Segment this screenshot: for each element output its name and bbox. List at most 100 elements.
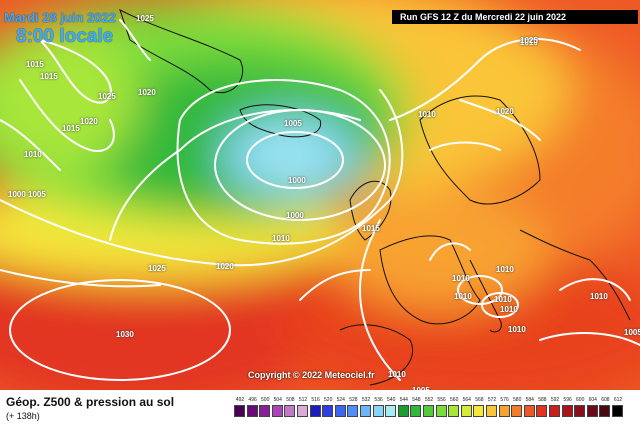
legend-swatch bbox=[523, 405, 535, 417]
legend-tick: 516 bbox=[311, 397, 320, 403]
isobar-label: 1000 bbox=[288, 176, 306, 185]
legend-tick: 604 bbox=[588, 397, 597, 403]
legend-tick: 608 bbox=[601, 397, 610, 403]
isobar-label: 1010 bbox=[452, 274, 470, 283]
isobar-label: 1025 bbox=[148, 264, 166, 273]
legend-swatch bbox=[347, 405, 359, 417]
legend-tick: 500 bbox=[261, 397, 270, 403]
legend-tick: 556 bbox=[437, 397, 446, 403]
legend-tick: 596 bbox=[563, 397, 572, 403]
forecast-date: Mardi 28 juin 2022 bbox=[4, 10, 116, 25]
legend-tick: 548 bbox=[412, 397, 421, 403]
legend-swatch bbox=[423, 405, 434, 417]
legend-tick: 512 bbox=[298, 397, 308, 403]
isobar-label: 1010 bbox=[496, 265, 514, 274]
isobar-label: 1030 bbox=[116, 330, 134, 339]
forecast-time: 8:00 locale bbox=[16, 26, 114, 47]
legend-tick: 584 bbox=[525, 397, 534, 403]
legend-tick: 540 bbox=[387, 397, 396, 403]
legend-tick: 508 bbox=[286, 397, 295, 403]
legend-swatch bbox=[435, 405, 447, 417]
isobar-label: 1000 bbox=[286, 211, 304, 220]
legend-swatch bbox=[410, 405, 422, 417]
legend-tick: 504 bbox=[273, 397, 282, 403]
legend-tick: 600 bbox=[576, 397, 585, 403]
legend-swatch bbox=[360, 405, 371, 417]
legend-tick: 564 bbox=[462, 397, 471, 403]
legend-swatch bbox=[309, 405, 321, 417]
isobar-label: 1020 bbox=[138, 88, 156, 97]
isobar-label: 1025 bbox=[136, 14, 154, 23]
legend-swatch bbox=[460, 405, 472, 417]
legend-swatch bbox=[284, 405, 296, 417]
isobar-label: 1020 bbox=[80, 117, 98, 126]
isobar-label: 1025 bbox=[98, 92, 116, 101]
legend-tick: 520 bbox=[324, 397, 333, 403]
geopotential-map bbox=[0, 0, 640, 390]
legend-tick: 568 bbox=[475, 397, 484, 403]
legend-tick: 492 bbox=[235, 397, 245, 403]
isobar-label: 1010 bbox=[520, 38, 538, 47]
legend-tick: 544 bbox=[399, 397, 408, 403]
copyright-text: Copyright © 2022 Meteociel.fr bbox=[248, 370, 375, 380]
legend-swatch bbox=[271, 405, 283, 417]
legend-tick: 592 bbox=[550, 397, 560, 403]
color-legend: 492 496 500 504 508 512 516 520 524 528 532 536 540 5… bbox=[234, 397, 626, 423]
map-title: Géop. Z500 & pression au sol bbox=[6, 395, 175, 409]
legend-tick: 560 bbox=[450, 397, 459, 403]
legend-tick: 580 bbox=[513, 397, 522, 403]
legend-swatch bbox=[561, 405, 573, 417]
legend-tick: 612 bbox=[613, 397, 623, 403]
legend-tick: 532 bbox=[361, 397, 371, 403]
legend-swatch bbox=[612, 405, 623, 417]
isobar-label: 1010 bbox=[24, 150, 42, 159]
isobar-label: 1005 bbox=[28, 190, 46, 199]
isobar-label: 1010 bbox=[590, 292, 608, 301]
isobar-label: 1005 bbox=[284, 119, 302, 128]
legend-swatch bbox=[498, 405, 510, 417]
isobar-label: 1010 bbox=[454, 292, 472, 301]
legend-swatch bbox=[486, 405, 497, 417]
isobar-label: 1000 bbox=[8, 190, 26, 199]
legend-tick: 536 bbox=[374, 397, 383, 403]
isobar-label: 1010 bbox=[494, 295, 512, 304]
isobar-label: 1010 bbox=[388, 370, 406, 379]
legend-swatch bbox=[234, 405, 245, 417]
legend-swatch bbox=[511, 405, 523, 417]
isobar-label: 1015 bbox=[362, 224, 380, 233]
legend-swatch bbox=[334, 405, 346, 417]
legend-swatch bbox=[536, 405, 548, 417]
legend-tick: 524 bbox=[336, 397, 345, 403]
isobar-label: 1015 bbox=[40, 72, 58, 81]
isobar-label: 1020 bbox=[216, 262, 234, 271]
legend-swatch bbox=[297, 405, 308, 417]
legend-swatch bbox=[385, 405, 397, 417]
isobar-label: 1010 bbox=[508, 325, 526, 334]
legend-swatch bbox=[599, 405, 611, 417]
forecast-offset: (+ 138h) bbox=[6, 411, 40, 421]
isobar-label: 1010 bbox=[418, 110, 436, 119]
legend-swatch bbox=[586, 405, 598, 417]
isobar-label: 1010 bbox=[272, 234, 290, 243]
run-banner: Run GFS 12 Z du Mercredi 22 juin 2022 bbox=[392, 10, 638, 24]
legend-tick: 576 bbox=[500, 397, 509, 403]
legend-swatch bbox=[259, 405, 271, 417]
legend-swatch bbox=[397, 405, 409, 417]
isobar-label: 1020 bbox=[496, 107, 514, 116]
legend-swatch bbox=[246, 405, 258, 417]
legend-swatch bbox=[372, 405, 384, 417]
isobar-label: 1010 bbox=[500, 305, 518, 314]
legend-tick: 528 bbox=[349, 397, 358, 403]
legend-swatch bbox=[473, 405, 485, 417]
isobar-label: 1015 bbox=[62, 124, 80, 133]
legend-tick: 496 bbox=[248, 397, 257, 403]
legend-tick: 572 bbox=[487, 397, 497, 403]
isobar-label: 1015 bbox=[26, 60, 44, 69]
isobar-label: 1025 bbox=[520, 36, 538, 45]
legend-swatch bbox=[448, 405, 460, 417]
legend-tick: 552 bbox=[424, 397, 434, 403]
legend-tick: 588 bbox=[538, 397, 547, 403]
legend-swatch bbox=[322, 405, 334, 417]
isobar-label: 1005 bbox=[624, 328, 640, 337]
